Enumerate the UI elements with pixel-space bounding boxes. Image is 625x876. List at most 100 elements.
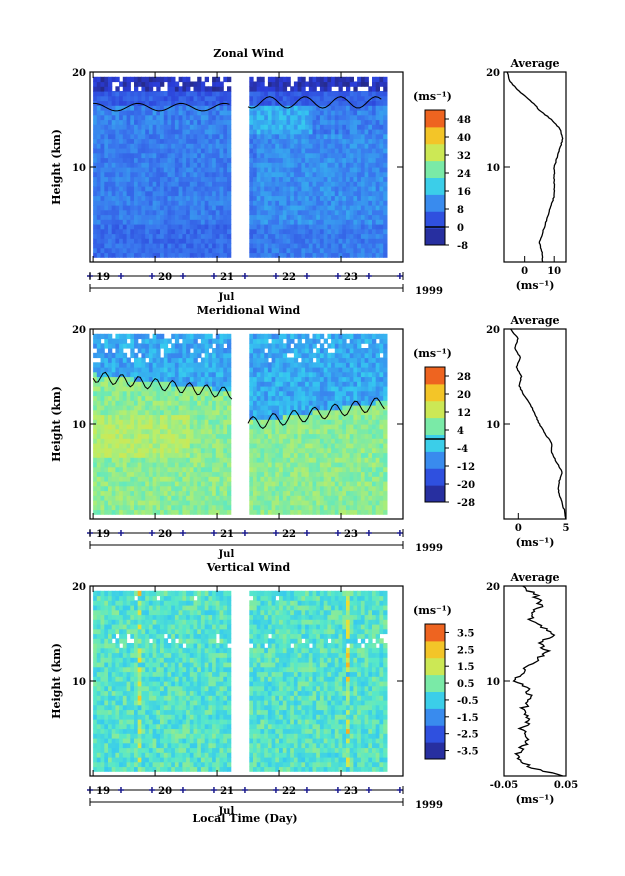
heatmap-cell xyxy=(200,343,206,349)
heatmap-cell xyxy=(137,447,142,454)
heatmap-cell xyxy=(96,124,102,130)
heatmap-cell xyxy=(271,252,276,258)
heatmap-cell xyxy=(96,176,102,182)
heatmap-cell xyxy=(182,466,187,473)
heatmap-cell xyxy=(364,114,369,121)
heatmap-cell xyxy=(305,443,310,449)
heatmap-cell xyxy=(227,119,232,125)
heatmap-cell xyxy=(208,343,213,349)
heatmap-cell xyxy=(319,509,325,515)
heatmap-cell xyxy=(200,86,206,92)
heatmap-cell xyxy=(189,148,195,154)
heatmap-cell xyxy=(148,395,154,401)
heatmap-cell xyxy=(349,81,354,87)
heatmap-cell xyxy=(100,386,105,392)
heatmap-cell xyxy=(100,409,105,416)
heatmap-cell xyxy=(249,443,254,449)
heatmap-cell xyxy=(271,481,276,487)
heatmap-cell xyxy=(253,333,258,340)
heatmap-cell xyxy=(215,133,221,140)
heatmap-cell xyxy=(122,209,128,216)
heatmap-cell xyxy=(249,195,254,201)
heatmap-cell xyxy=(282,238,288,244)
heatmap-cell xyxy=(290,138,295,144)
heatmap-cell xyxy=(264,390,269,397)
heatmap-cell xyxy=(286,209,291,216)
heatmap-cell xyxy=(223,138,228,144)
heatmap-cell xyxy=(178,157,183,163)
heatmap-cell xyxy=(186,367,191,373)
heatmap-cell xyxy=(279,333,284,340)
heatmap-cell xyxy=(312,238,317,244)
heatmap-cell xyxy=(156,86,161,92)
heatmap-cell xyxy=(305,105,310,111)
heatmap-cell xyxy=(119,91,124,97)
heatmap-cell xyxy=(279,133,284,140)
heatmap-cell xyxy=(178,219,183,225)
heatmap-cell xyxy=(122,333,128,340)
heatmap-cell xyxy=(219,95,224,102)
heatmap-cell xyxy=(267,424,273,430)
heatmap-cell xyxy=(108,381,113,387)
heatmap-cell xyxy=(100,495,105,501)
heatmap-cell xyxy=(212,367,217,373)
heatmap-cell xyxy=(379,138,384,144)
heatmap-cell xyxy=(334,214,340,220)
heatmap-cell xyxy=(174,471,180,477)
heatmap-cell xyxy=(215,119,221,125)
heatmap-cell xyxy=(316,428,321,435)
heatmap-cell xyxy=(134,495,139,501)
heatmap-cell xyxy=(189,476,195,482)
heatmap-cell xyxy=(293,485,299,492)
heatmap-cell xyxy=(364,143,369,149)
heatmap-cell xyxy=(223,114,228,121)
heatmap-cell xyxy=(267,447,273,454)
heatmap-cell xyxy=(308,119,314,125)
heatmap-cell xyxy=(186,186,191,192)
heatmap-cell xyxy=(383,205,388,211)
heatmap-cell xyxy=(305,457,310,463)
heatmap-cell xyxy=(215,466,221,473)
heatmap-cell xyxy=(223,252,228,258)
heatmap-cell xyxy=(312,91,317,97)
heatmap-cell xyxy=(275,148,280,154)
heatmap-cell xyxy=(174,110,180,116)
heatmap-cell xyxy=(137,233,142,239)
heatmap-cell xyxy=(301,195,306,201)
heatmap-cell xyxy=(227,238,232,244)
heatmap-cell xyxy=(189,371,195,378)
heatmap-cell xyxy=(182,162,187,168)
heatmap-cell xyxy=(253,105,258,111)
heatmap-cell xyxy=(293,214,299,220)
heatmap-cell xyxy=(312,176,317,182)
heatmap-cell xyxy=(186,390,191,397)
heatmap-cell xyxy=(189,133,195,140)
heatmap-cell xyxy=(156,129,161,135)
heatmap-cell xyxy=(312,219,317,225)
heatmap-cell xyxy=(316,238,321,244)
heatmap-cell xyxy=(186,200,191,206)
heatmap-cell xyxy=(290,209,295,216)
heatmap-cell xyxy=(119,495,124,501)
heatmap-cell xyxy=(126,162,131,168)
heatmap-cell xyxy=(372,247,377,254)
heatmap-cell xyxy=(189,409,195,416)
heatmap-cell xyxy=(349,143,354,149)
heatmap-cell xyxy=(383,214,388,220)
heatmap-cell xyxy=(148,114,154,121)
heatmap-cell xyxy=(148,495,154,501)
heatmap-cell xyxy=(312,143,317,149)
heatmap-cell xyxy=(264,405,269,411)
heatmap-cell xyxy=(130,76,135,83)
heatmap-cell xyxy=(160,91,165,97)
heatmap-cell xyxy=(264,181,269,187)
heatmap-cell xyxy=(160,162,165,168)
heatmap-cell xyxy=(163,95,169,102)
heatmap-cell xyxy=(115,124,120,130)
heatmap-cell xyxy=(249,509,254,515)
heatmap-cell xyxy=(152,414,157,420)
heatmap-cell xyxy=(346,95,351,102)
heatmap-cell xyxy=(305,400,310,406)
heatmap-cell xyxy=(312,390,317,397)
heatmap-cell xyxy=(271,386,276,392)
